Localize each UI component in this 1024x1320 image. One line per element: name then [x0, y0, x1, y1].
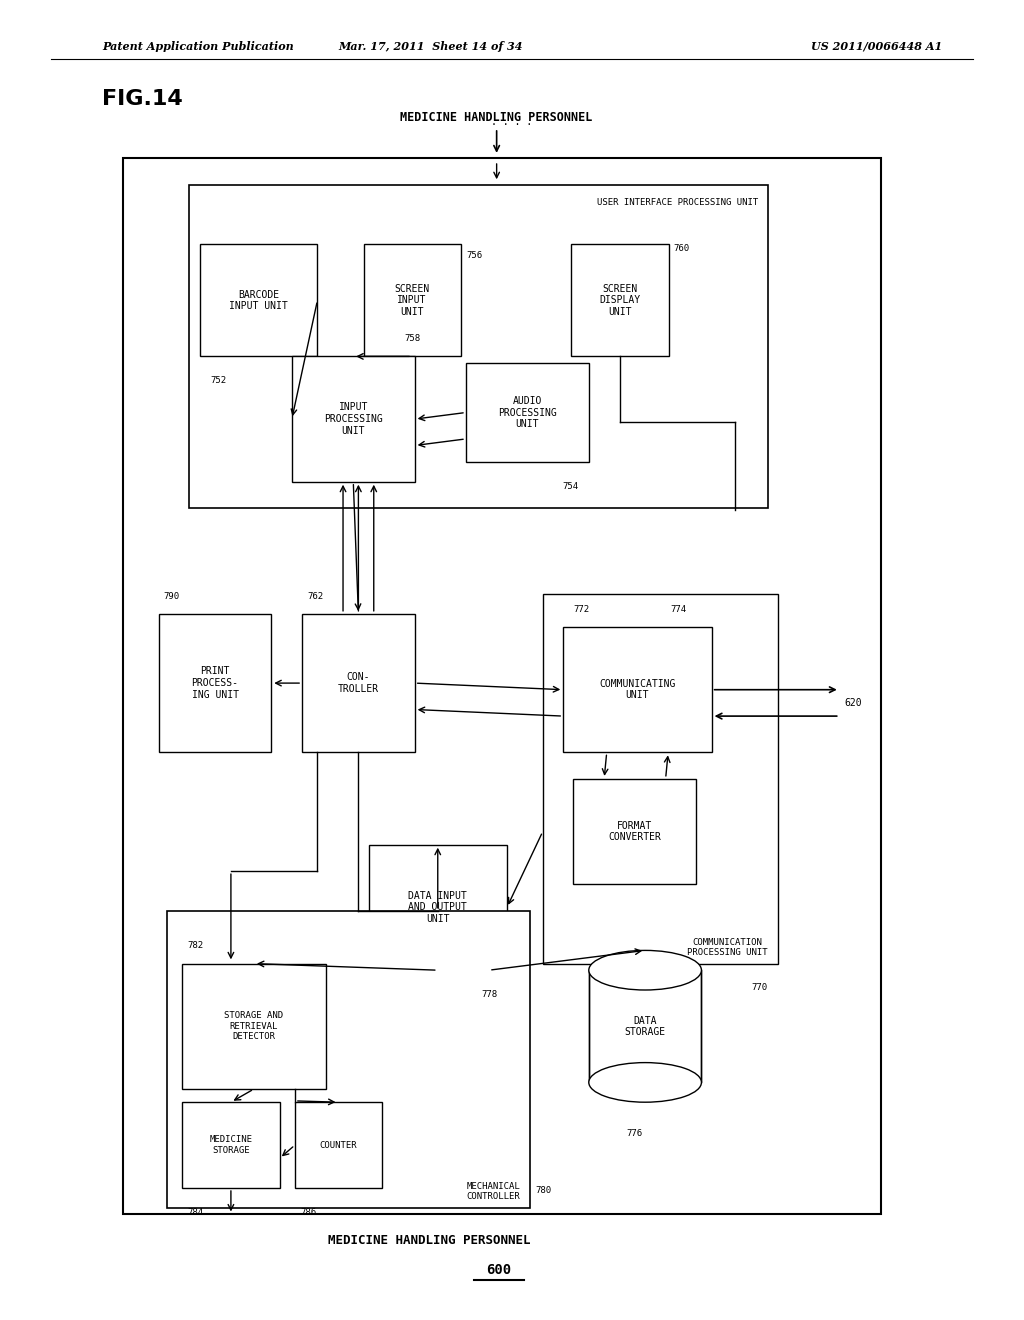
Text: COMMUNICATING
UNIT: COMMUNICATING UNIT [599, 678, 676, 701]
Text: 778: 778 [481, 990, 497, 999]
Text: COMMUNICATION
PROCESSING UNIT: COMMUNICATION PROCESSING UNIT [687, 937, 768, 957]
Text: · · · ·: · · · · [492, 120, 532, 131]
Bar [159, 614, 271, 752]
Text: Patent Application Publication: Patent Application Publication [102, 41, 294, 51]
Text: 760: 760 [674, 244, 690, 253]
Text: DATA INPUT
AND OUTPUT
UNIT: DATA INPUT AND OUTPUT UNIT [409, 891, 467, 924]
Bar [369, 845, 507, 970]
Bar [563, 627, 712, 752]
Text: 600: 600 [486, 1263, 511, 1276]
Text: AUDIO
PROCESSING
UNIT: AUDIO PROCESSING UNIT [498, 396, 557, 429]
Bar [571, 244, 669, 356]
Text: FORMAT
CONVERTER: FORMAT CONVERTER [608, 821, 662, 842]
Ellipse shape [589, 1063, 701, 1102]
Text: DATA
STORAGE: DATA STORAGE [625, 1015, 666, 1038]
Bar [364, 244, 461, 356]
Text: USER INTERFACE PROCESSING UNIT: USER INTERFACE PROCESSING UNIT [597, 198, 758, 207]
Text: Mar. 17, 2011  Sheet 14 of 34: Mar. 17, 2011 Sheet 14 of 34 [338, 41, 522, 51]
Ellipse shape [589, 950, 701, 990]
Text: INPUT
PROCESSING
UNIT: INPUT PROCESSING UNIT [324, 403, 383, 436]
Text: US 2011/0066448 A1: US 2011/0066448 A1 [811, 41, 942, 51]
Text: 752: 752 [210, 376, 226, 385]
Bar [200, 244, 317, 356]
Bar [573, 779, 696, 884]
Text: COUNTER: COUNTER [319, 1140, 357, 1150]
Text: 772: 772 [573, 605, 590, 614]
Text: MEDICINE HANDLING PERSONNEL: MEDICINE HANDLING PERSONNEL [328, 1234, 530, 1247]
Text: 758: 758 [404, 334, 421, 343]
Text: 756: 756 [466, 251, 482, 260]
Bar [182, 1102, 280, 1188]
Text: 790: 790 [164, 591, 180, 601]
Text: PRINT
PROCESS-
ING UNIT: PRINT PROCESS- ING UNIT [191, 667, 239, 700]
Text: BARCODE
INPUT UNIT: BARCODE INPUT UNIT [229, 289, 288, 312]
Text: 786: 786 [300, 1208, 316, 1217]
Text: 762: 762 [307, 591, 324, 601]
Bar [466, 363, 589, 462]
Text: 774: 774 [671, 605, 687, 614]
Bar [123, 158, 881, 1214]
Text: MEDICINE HANDLING PERSONNEL: MEDICINE HANDLING PERSONNEL [400, 111, 593, 124]
Text: SCREEN
DISPLAY
UNIT: SCREEN DISPLAY UNIT [599, 284, 641, 317]
Text: 782: 782 [187, 941, 204, 950]
Text: 780: 780 [536, 1185, 552, 1195]
Bar [182, 964, 326, 1089]
Bar [302, 614, 415, 752]
Text: 784: 784 [187, 1208, 204, 1217]
Bar [189, 185, 768, 508]
Text: 770: 770 [752, 983, 768, 993]
Bar [543, 594, 778, 964]
Text: MEDICINE
STORAGE: MEDICINE STORAGE [210, 1135, 252, 1155]
Text: SCREEN
INPUT
UNIT: SCREEN INPUT UNIT [394, 284, 430, 317]
Text: 754: 754 [562, 482, 579, 491]
Text: 620: 620 [845, 698, 862, 708]
Text: STORAGE AND
RETRIEVAL
DETECTOR: STORAGE AND RETRIEVAL DETECTOR [224, 1011, 284, 1041]
Bar [295, 1102, 382, 1188]
Bar [167, 911, 530, 1208]
Text: MECHANICAL
CONTROLLER: MECHANICAL CONTROLLER [467, 1181, 520, 1201]
Text: 776: 776 [627, 1129, 643, 1138]
Bar [292, 356, 415, 482]
Bar [589, 970, 701, 1082]
Text: FIG.14: FIG.14 [102, 88, 183, 110]
Text: CON-
TROLLER: CON- TROLLER [338, 672, 379, 694]
